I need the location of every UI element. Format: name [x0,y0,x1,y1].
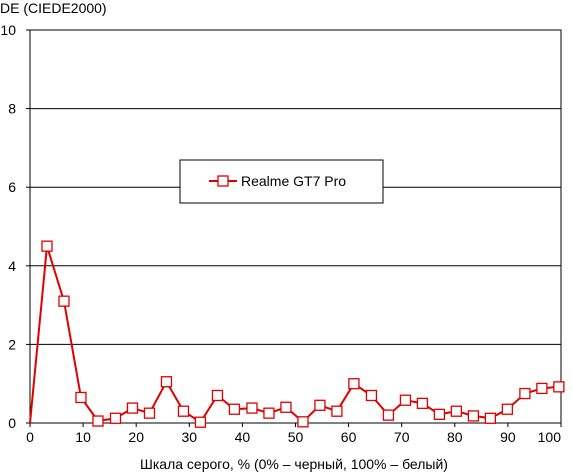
data-point [484,412,497,424]
y-tick-label: 2 [8,336,16,352]
data-point [194,416,207,428]
x-tick-label: 40 [235,429,251,445]
data-point [365,389,378,402]
data-point [92,415,104,427]
legend-label: Realme GT7 Pro [241,173,346,189]
y-axis-label: DE (CIEDE2000) [0,0,107,16]
data-point [177,405,190,417]
y-tick-label: 8 [8,101,16,117]
x-tick-label: 30 [182,429,198,445]
data-point [297,416,309,428]
grid-lines [30,108,561,345]
x-tick-label: 50 [288,429,304,445]
data-point [211,389,224,402]
data-point [75,391,87,404]
data-point [382,409,395,421]
x-axis-label: Шкала серого, % (0% – черный, 100% – бел… [140,456,448,472]
data-point [467,410,480,422]
data-point [536,382,548,395]
x-tick-label: 70 [394,429,410,445]
x-tick-label: 80 [447,429,463,445]
data-point [348,378,360,390]
legend: Realme GT7 Pro [179,159,384,204]
y-tick-label: 6 [8,179,16,195]
x-tick-label: 100 [538,429,562,445]
data-point [399,394,412,406]
series-line [29,245,559,424]
data-point [280,401,292,413]
data-point [553,381,565,393]
data-point [416,397,429,410]
data-point [433,408,446,421]
data-point [263,407,275,419]
series-layer [29,240,565,428]
x-tick-label: 0 [26,429,34,445]
data-point [450,405,463,417]
data-point [160,376,173,388]
data-point [501,403,514,415]
data-point [519,387,531,400]
y-tick-label: 10 [0,22,16,38]
x-tick-label: 90 [500,429,516,445]
data-point [126,402,139,414]
y-tick-label: 4 [8,258,16,274]
y-tick-label: 0 [8,415,16,431]
data-point [143,407,156,419]
legend-marker-sample [217,175,229,187]
data-point [331,405,343,417]
x-tick-label: 20 [128,429,144,445]
data-point [41,240,53,252]
data-point [109,412,122,424]
data-point [314,399,326,411]
data-point [228,403,241,415]
data-point [58,295,70,307]
x-tick-label: 10 [75,429,91,445]
plot-frame [29,29,562,424]
x-tick-label: 60 [341,429,357,445]
data-point [246,402,258,414]
